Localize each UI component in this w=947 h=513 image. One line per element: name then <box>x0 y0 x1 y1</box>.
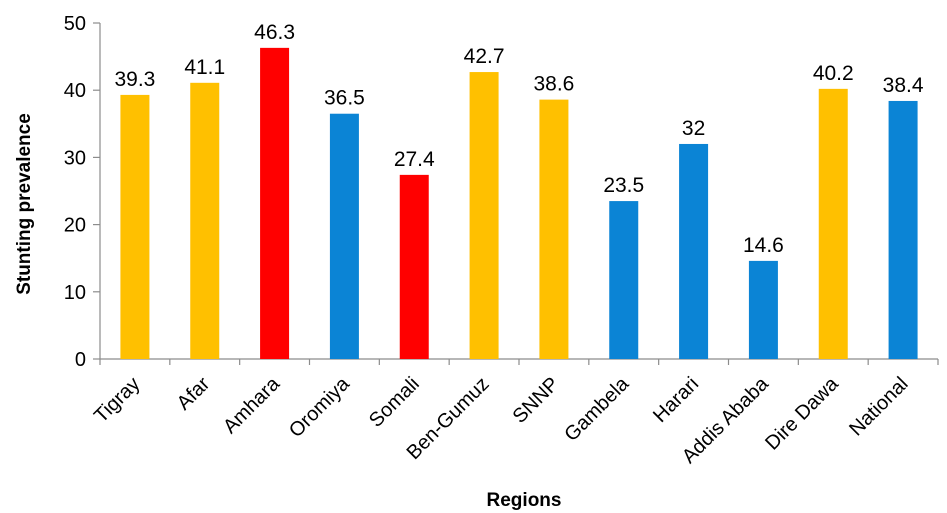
x-axis-title: Regions <box>487 490 562 511</box>
bar-gambela <box>609 201 639 359</box>
y-tick-label: 20 <box>64 215 86 237</box>
bar-oromiya <box>329 113 359 359</box>
data-label: 14.6 <box>743 234 784 257</box>
data-label: 27.4 <box>394 148 435 171</box>
bar-snnp <box>539 99 569 359</box>
y-axis: 0 10 20 30 40 50 <box>64 13 101 371</box>
x-tick-label: Afar <box>173 373 215 415</box>
bar-amhara <box>260 47 290 359</box>
x-tick-label: Oromiya <box>285 372 355 442</box>
bar-afar <box>190 82 220 360</box>
bar-ben-gumuz <box>469 72 499 359</box>
data-label: 36.5 <box>324 87 365 110</box>
bar-national <box>888 100 918 360</box>
data-label: 38.4 <box>883 74 924 97</box>
y-tick-label: 50 <box>64 13 86 35</box>
data-label: 32 <box>682 117 705 140</box>
x-tick-label: Harari <box>649 373 703 427</box>
data-label: 41.1 <box>184 56 225 79</box>
data-label: 39.3 <box>114 68 155 91</box>
y-axis-title: Stunting prevalence <box>14 113 35 295</box>
data-label: 46.3 <box>254 21 295 44</box>
data-label: 42.7 <box>464 45 505 68</box>
x-tick-label: Gambela <box>560 372 634 446</box>
x-tick-label: Amhara <box>219 372 285 438</box>
data-label: 23.5 <box>603 174 644 197</box>
y-tick-label: 30 <box>64 147 86 169</box>
bar-addis-ababa <box>748 260 778 359</box>
bar-tigray <box>120 94 150 360</box>
x-tick-label: Dire Dawa <box>761 372 843 454</box>
x-tick-label: Somali <box>365 373 424 432</box>
x-axis <box>99 358 939 365</box>
x-tick-label: National <box>845 373 912 440</box>
y-tick-label: 10 <box>64 282 86 304</box>
y-tick-label: 0 <box>75 349 86 371</box>
bar-somali <box>399 174 429 359</box>
bar-harari <box>679 143 709 359</box>
data-label: 40.2 <box>813 62 854 85</box>
x-tick-label: SNNP <box>509 373 564 428</box>
bars-group <box>120 47 918 360</box>
data-label: 38.6 <box>533 73 574 96</box>
x-tick-label: Tigray <box>90 373 144 427</box>
data-labels-group: 39.3 41.1 46.3 36.5 27.4 42.7 38.6 23.5 32 14.6 40… <box>114 21 923 257</box>
y-tick-label: 40 <box>64 80 86 102</box>
bar-dire-dawa <box>818 88 848 359</box>
